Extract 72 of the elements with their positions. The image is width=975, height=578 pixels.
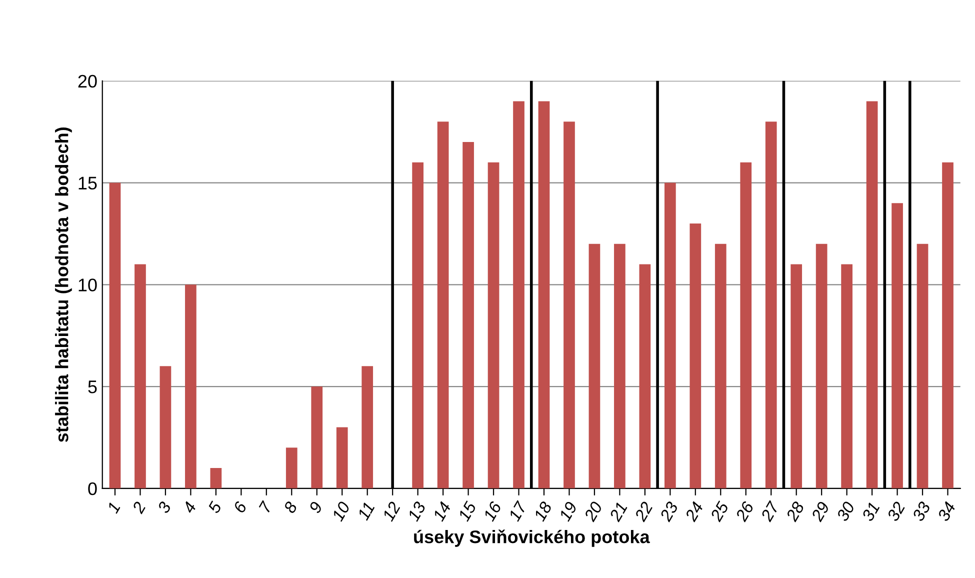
bar (513, 101, 524, 488)
bar (790, 264, 802, 488)
y-axis-title: stabilita habitatu (hodnota v bodech) (55, 128, 72, 442)
x-tick-label: 26 (734, 500, 754, 522)
bar (311, 386, 323, 488)
x-tick-label: 24 (684, 500, 704, 522)
x-tick-label: 30 (836, 500, 856, 522)
x-tick-label: 29 (810, 500, 830, 522)
x-tick-label: 25 (710, 500, 730, 522)
bar (286, 448, 298, 488)
x-axis-title: úseky Sviňovického potoka (414, 530, 650, 547)
bar (564, 122, 575, 488)
x-tick-label: 34 (936, 500, 956, 522)
bar (639, 264, 651, 488)
bar (765, 122, 777, 488)
bar (892, 203, 903, 488)
bar (134, 264, 146, 488)
x-tick-label: 33 (912, 500, 931, 522)
bar (714, 244, 726, 488)
y-tick-label: 10 (78, 278, 97, 292)
x-tick-label: 2 (132, 500, 146, 514)
x-tick-label: 18 (533, 500, 552, 522)
x-tick-label: 10 (331, 500, 351, 522)
x-tick-label: 9 (308, 500, 323, 514)
bar (841, 264, 852, 488)
x-tick-label: 20 (583, 500, 603, 522)
bar (664, 182, 676, 488)
x-tick-label: 8 (283, 500, 298, 514)
x-tick-label: 16 (482, 500, 502, 522)
bar (942, 162, 954, 488)
bar (362, 366, 374, 488)
x-tick-label: 14 (432, 501, 452, 522)
x-tick-label: 4 (182, 501, 196, 514)
x-tick-label: 17 (508, 500, 528, 522)
y-tick-label: 5 (88, 380, 97, 394)
x-tick-label: 31 (861, 502, 880, 522)
bar (816, 244, 828, 488)
x-tick-label: 6 (232, 500, 248, 514)
x-tick-label: 5 (208, 500, 222, 514)
bar (185, 284, 196, 488)
bar (462, 142, 474, 488)
bar (690, 224, 702, 488)
bar (412, 162, 424, 488)
x-tick-label: 21 (608, 502, 628, 522)
bar (614, 244, 626, 488)
bar (336, 427, 348, 488)
x-tick-label: 7 (258, 500, 273, 513)
x-tick-label: 3 (156, 500, 172, 514)
bar (437, 122, 449, 488)
x-tick-label: 28 (785, 500, 805, 522)
bar (588, 244, 600, 488)
y-tick-label: 15 (78, 176, 97, 190)
bar (210, 468, 222, 488)
bar (488, 162, 500, 488)
bar (866, 101, 878, 488)
y-tick-label: 20 (78, 74, 97, 88)
x-tick-label: 13 (407, 500, 426, 522)
x-tick-label: 12 (382, 500, 401, 522)
bar (160, 366, 172, 488)
bar (109, 182, 121, 488)
bar (916, 244, 928, 488)
x-tick-label: 19 (558, 500, 578, 522)
x-tick-label: 32 (886, 500, 906, 522)
x-tick-label: 1 (106, 502, 120, 514)
x-tick-label: 15 (458, 500, 477, 522)
bar (740, 162, 752, 488)
bar (538, 101, 550, 488)
x-tick-label: 22 (634, 500, 654, 522)
x-tick-label: 11 (357, 502, 375, 521)
x-tick-label: 23 (659, 500, 679, 522)
y-tick-label: 0 (88, 482, 97, 496)
x-tick-label: 27 (760, 500, 780, 522)
